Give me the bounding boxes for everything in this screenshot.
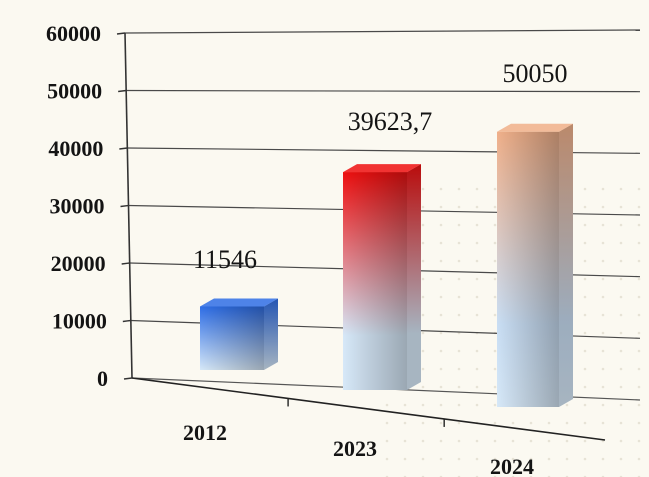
x-category-label: 2024: [490, 454, 534, 477]
data-labels: 11546 39623,7 50050: [193, 59, 568, 274]
y-tick-label: 30000: [50, 194, 105, 219]
bars: [200, 123, 573, 407]
bar-side-shade: [407, 164, 421, 390]
data-label: 50050: [503, 59, 568, 88]
bar-2023: [343, 164, 421, 390]
x-category-label: 2023: [333, 436, 377, 461]
y-tick-label: 40000: [48, 136, 103, 161]
gridline: [126, 89, 641, 93]
y-tick-label: 0: [97, 366, 108, 391]
x-axis-categories: 2012 2023 2024: [183, 420, 534, 477]
y-axis-ticks: 0 10000 20000 30000 40000 50000 60000: [46, 21, 133, 391]
y-tick-mark: [120, 204, 129, 208]
y-tick-mark: [121, 262, 130, 265]
y-tick-label: 60000: [46, 21, 101, 46]
bar-front-shade: [497, 131, 559, 407]
y-tick-label: 50000: [47, 79, 102, 104]
x-axis-line: [131, 377, 606, 441]
bar-top: [497, 123, 573, 132]
y-tick-mark: [118, 89, 127, 93]
bar-2012: [200, 298, 278, 370]
y-tick-mark: [122, 319, 131, 323]
bar-top: [200, 298, 278, 307]
data-label: 11546: [193, 245, 257, 274]
bar-front-shade: [200, 306, 264, 370]
y-tick-label: 20000: [51, 251, 106, 276]
y-tick-label: 10000: [52, 309, 107, 334]
y-tick-mark: [116, 32, 126, 35]
bar-side: [407, 164, 421, 390]
y-tick-mark: [119, 147, 128, 150]
bar-2024: [497, 123, 573, 407]
data-label: 39623,7: [348, 107, 433, 136]
bar-side-shade: [559, 123, 573, 407]
gridline: [124, 29, 641, 34]
bar-top: [343, 164, 421, 173]
bar-front-shade: [343, 172, 407, 390]
bar-side: [559, 123, 573, 407]
bar-side: [264, 298, 278, 370]
bar-side-shade: [264, 298, 278, 370]
y-tick-mark: [123, 377, 133, 380]
x-category-label: 2012: [183, 420, 227, 445]
